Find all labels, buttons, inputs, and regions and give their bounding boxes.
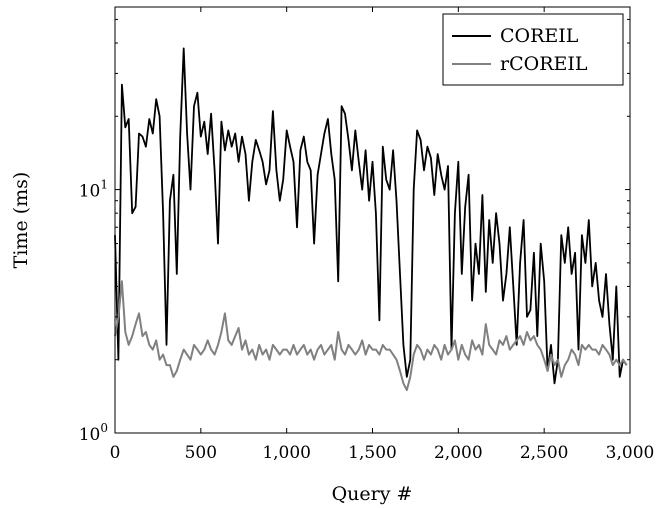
y-tick-label: 100 bbox=[79, 421, 108, 445]
x-tick-label: 2,500 bbox=[520, 443, 569, 463]
legend: COREIL rCOREIL bbox=[442, 13, 624, 86]
x-tick-label: 1,000 bbox=[262, 443, 311, 463]
series-line-rcoreil bbox=[114, 280, 628, 392]
y-tick-label: 101 bbox=[79, 178, 108, 202]
x-tick-label: 1,500 bbox=[348, 443, 397, 463]
x-tick-label: 3,000 bbox=[606, 443, 655, 463]
x-tick-labels: 0 500 1,000 1,500 2,000 2,500 3,000 bbox=[110, 443, 655, 463]
legend-label-coreil: COREIL bbox=[500, 25, 579, 47]
x-tick-label: 2,000 bbox=[434, 443, 483, 463]
legend-box bbox=[442, 13, 624, 86]
plot-frame bbox=[114, 6, 631, 434]
plot-lines bbox=[114, 47, 628, 392]
x-axis-label: Query # bbox=[332, 483, 413, 505]
series-line-coreil bbox=[114, 47, 628, 385]
y-tick-labels: 100 101 bbox=[79, 178, 108, 445]
x-tick-label: 0 bbox=[110, 443, 121, 463]
x-tick-label: 500 bbox=[185, 443, 217, 463]
legend-label-rcoreil: rCOREIL bbox=[500, 53, 588, 75]
y-axis-label: Time (ms) bbox=[10, 172, 32, 269]
